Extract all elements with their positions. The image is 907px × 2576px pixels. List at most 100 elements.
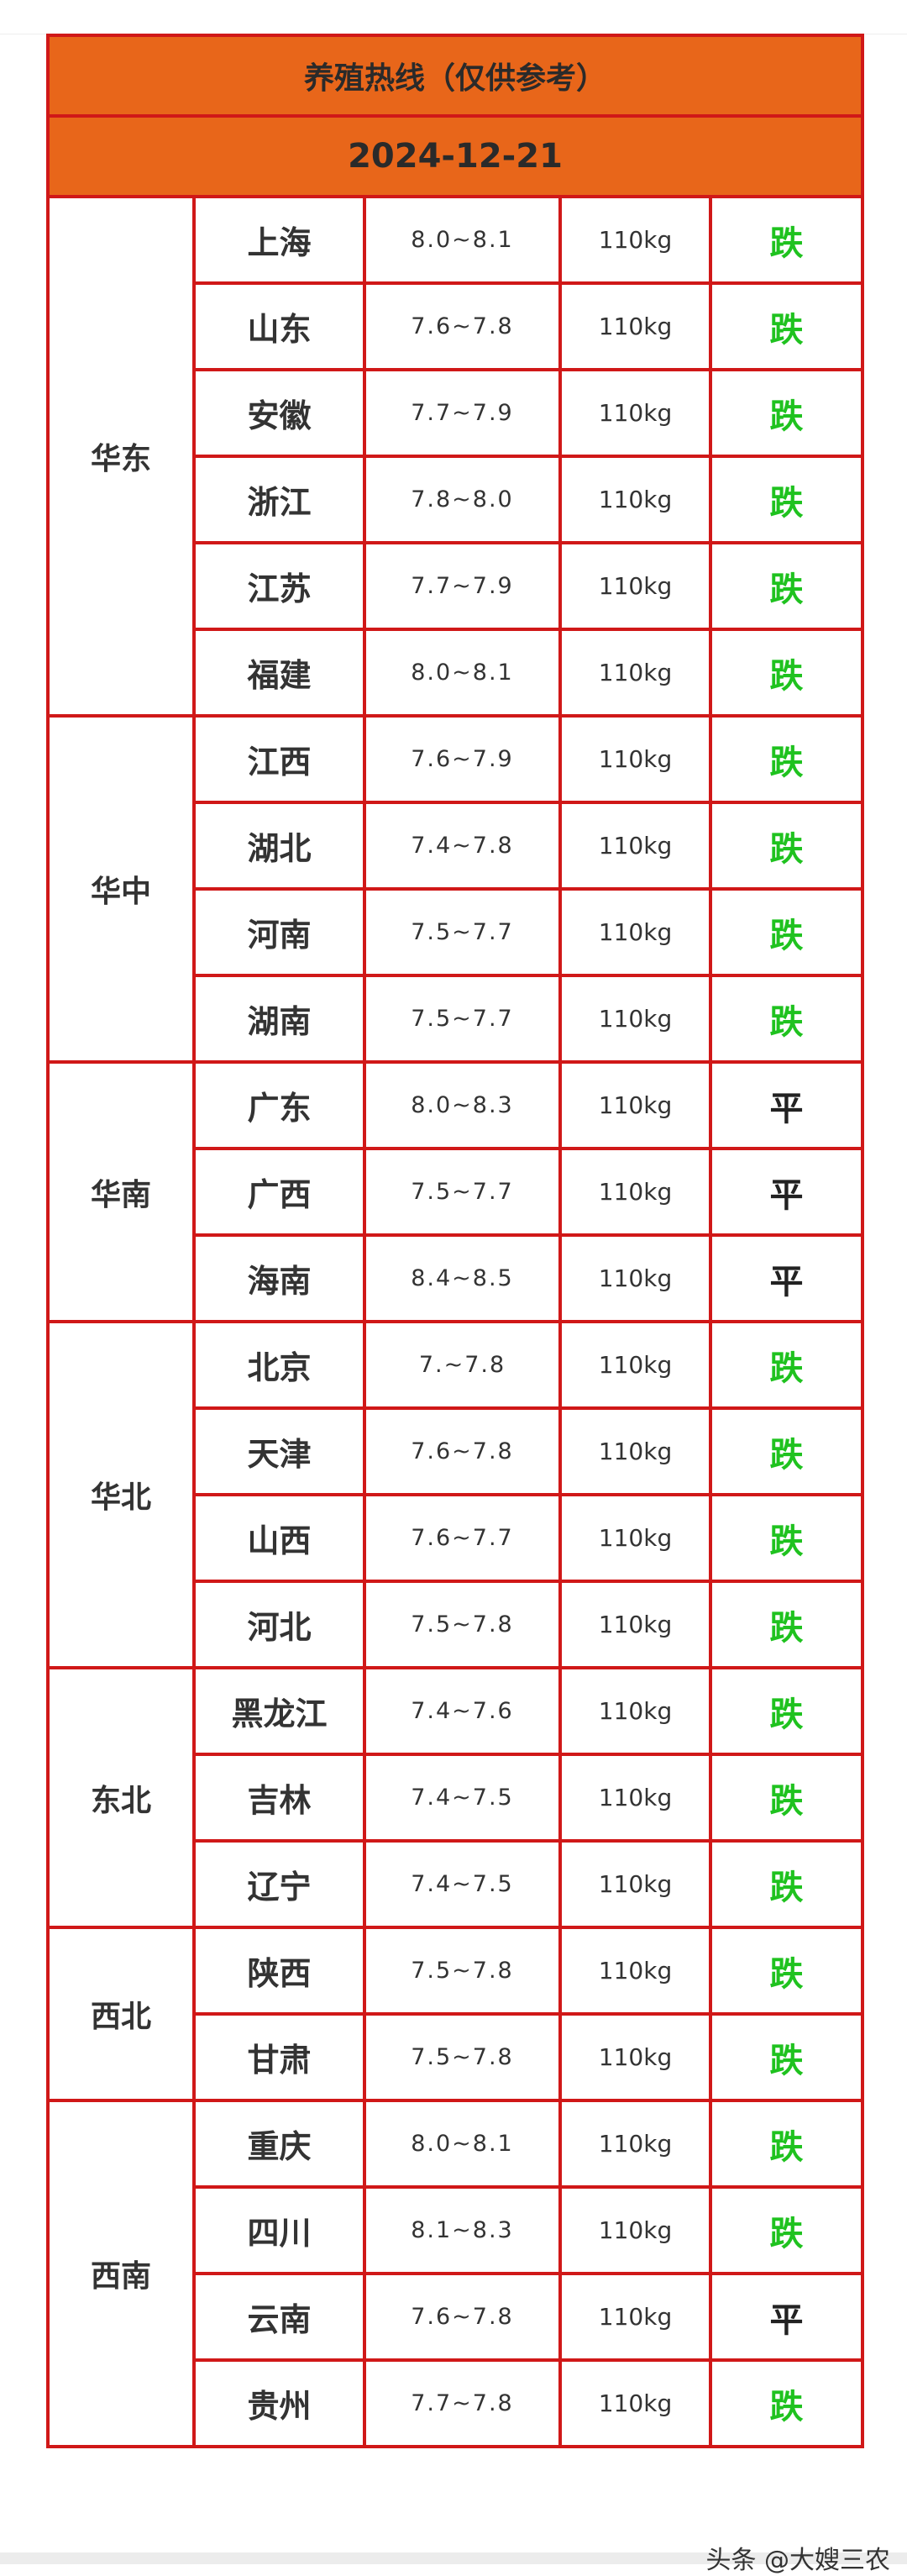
trend-cell: 平: [708, 1233, 865, 1323]
province-cell: 江西: [192, 714, 366, 804]
weight-cell: 110kg: [558, 2099, 712, 2189]
table-row: 天津 7.6~7.8 110kg 跌: [48, 1406, 865, 1496]
weight-cell: 110kg: [558, 2012, 712, 2102]
province-cell: 福建: [192, 628, 366, 718]
price-cell: 7.5~7.7: [363, 887, 562, 977]
trend-cell: 跌: [708, 714, 865, 804]
table-row: 辽宁 7.4~7.5 110kg 跌: [48, 1839, 865, 1929]
trend-cell: 跌: [708, 1580, 865, 1669]
trend-cell: 跌: [708, 2185, 865, 2275]
province-cell: 浙江: [192, 455, 366, 544]
price-cell: 7.7~7.8: [363, 2358, 562, 2448]
weight-cell: 110kg: [558, 1060, 712, 1150]
weight-cell: 110kg: [558, 714, 712, 804]
table-row: 山东 7.6~7.8 110kg 跌: [48, 281, 865, 371]
province-cell: 四川: [192, 2185, 366, 2275]
trend-cell: 跌: [708, 1406, 865, 1496]
table-row: 西南 重庆 8.0~8.1 110kg 跌: [46, 2099, 865, 2448]
price-cell: 7.6~7.7: [363, 1493, 562, 1583]
table-row: 浙江 7.8~8.0 110kg 跌: [48, 455, 865, 544]
price-cell: 7.6~7.8: [363, 1406, 562, 1496]
trend-cell: 跌: [708, 368, 865, 458]
weight-cell: 110kg: [558, 1493, 712, 1583]
table-row: 东北 黑龙江 7.4~7.6 110kg 跌: [46, 1666, 865, 1929]
table-row: 华南 广东 8.0~8.3 110kg 平: [46, 1060, 865, 1323]
watermark: 头条 @大嫂三农: [705, 2546, 890, 2575]
trend-cell: 跌: [708, 1753, 865, 1843]
province-cell: 海南: [192, 1233, 366, 1323]
region-cell: 华东: [46, 195, 196, 718]
region-cell: 华南: [46, 1060, 196, 1323]
region-cell: 西南: [46, 2099, 196, 2448]
province-cell: 天津: [192, 1406, 366, 1496]
weight-cell: 110kg: [558, 1839, 712, 1929]
price-cell: 8.0~8.1: [363, 195, 562, 285]
weight-cell: 110kg: [558, 1147, 712, 1237]
weight-cell: 110kg: [558, 541, 712, 631]
weight-cell: 110kg: [558, 1233, 712, 1323]
weight-cell: 110kg: [558, 455, 712, 544]
weight-cell: 110kg: [558, 281, 712, 371]
province-cell: 山西: [192, 1493, 366, 1583]
trend-cell: 跌: [708, 1839, 865, 1929]
trend-cell: 跌: [708, 887, 865, 977]
province-cell: 河北: [192, 1580, 366, 1669]
price-cell: 7.7~7.9: [363, 368, 562, 458]
trend-cell: 跌: [708, 1320, 865, 1410]
weight-cell: 110kg: [558, 2272, 712, 2362]
province-cell: 湖南: [192, 974, 366, 1064]
weight-cell: 110kg: [558, 195, 712, 285]
table-row: 湖南 7.5~7.7 110kg 跌: [48, 974, 865, 1064]
province-cell: 河南: [192, 887, 366, 977]
province-cell: 辽宁: [192, 1839, 366, 1929]
trend-cell: 跌: [708, 2358, 865, 2448]
province-cell: 吉林: [192, 1753, 366, 1843]
table-row: 福建 8.0~8.1 110kg 跌: [48, 628, 865, 718]
footer-bar: [0, 2552, 907, 2564]
table-row: 河北 7.5~7.8 110kg 跌: [48, 1580, 865, 1669]
trend-cell: 跌: [708, 2012, 865, 2102]
table-row: 华中 江西 7.6~7.9 110kg 跌: [46, 714, 865, 1064]
province-cell: 广西: [192, 1147, 366, 1237]
weight-cell: 110kg: [558, 1666, 712, 1756]
weight-cell: 110kg: [558, 628, 712, 718]
price-cell: 7.8~8.0: [363, 455, 562, 544]
table-row: 四川 8.1~8.3 110kg 跌: [48, 2185, 865, 2275]
price-cell: 8.4~8.5: [363, 1233, 562, 1323]
weight-cell: 110kg: [558, 1926, 712, 2016]
trend-cell: 跌: [708, 1926, 865, 2016]
weight-cell: 110kg: [558, 1320, 712, 1410]
province-cell: 湖北: [192, 801, 366, 891]
trend-cell: 跌: [708, 541, 865, 631]
province-cell: 广东: [192, 1060, 366, 1150]
province-cell: 重庆: [192, 2099, 366, 2189]
weight-cell: 110kg: [558, 801, 712, 891]
region-cell: 华北: [46, 1320, 196, 1669]
table-row: 华东 上海 8.0~8.1 110kg 跌: [46, 195, 865, 718]
region-cell: 华中: [46, 714, 196, 1064]
table-row: 山西 7.6~7.7 110kg 跌: [48, 1493, 865, 1583]
price-cell: 7.4~7.6: [363, 1666, 562, 1756]
title-row: 养殖热线（仅供参考）: [45, 34, 865, 118]
table-row: 安徽 7.7~7.9 110kg 跌: [48, 368, 865, 458]
province-cell: 山东: [192, 281, 366, 371]
table-row: 吉林 7.4~7.5 110kg 跌: [48, 1753, 865, 1843]
table-row: 甘肃 7.5~7.8 110kg 跌: [48, 2012, 865, 2102]
trend-cell: 跌: [708, 1493, 865, 1583]
price-cell: 7.4~7.5: [363, 1753, 562, 1843]
price-cell: 7.4~7.5: [363, 1839, 562, 1929]
province-cell: 甘肃: [192, 2012, 366, 2102]
table-row: 云南 7.6~7.8 110kg 平: [48, 2272, 865, 2362]
price-cell: 8.1~8.3: [363, 2185, 562, 2275]
weight-cell: 110kg: [558, 2358, 712, 2448]
price-cell: 7.6~7.8: [363, 281, 562, 371]
date-row: 2024-12-21: [45, 114, 865, 198]
price-cell: 7.6~7.8: [363, 2272, 562, 2362]
trend-cell: 平: [708, 1060, 865, 1150]
trend-cell: 跌: [708, 974, 865, 1064]
price-cell: 8.0~8.1: [363, 628, 562, 718]
trend-cell: 平: [708, 1147, 865, 1237]
table-row: 华北 北京 7.~7.8 110kg 跌: [46, 1320, 865, 1669]
table-row: 海南 8.4~8.5 110kg 平: [48, 1233, 865, 1323]
price-cell: 7.5~7.8: [363, 1926, 562, 2016]
